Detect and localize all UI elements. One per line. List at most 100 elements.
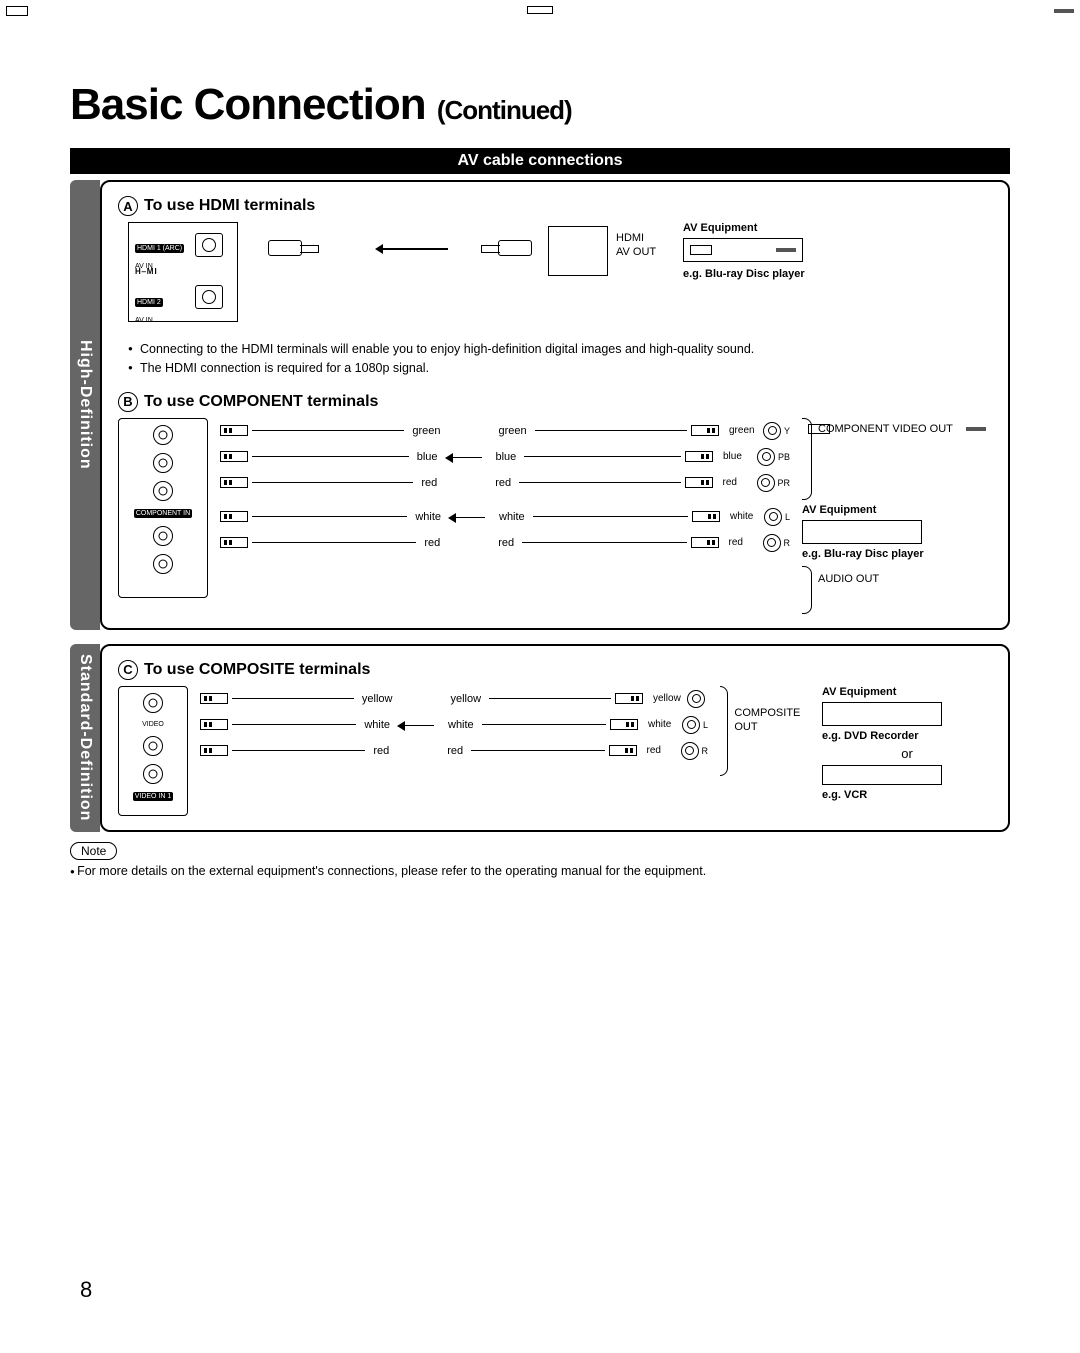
rca-plug-icon: [220, 451, 248, 462]
jack-socket-icon: [757, 474, 775, 492]
sd-panel-wrap: Standard-Definition C To use COMPOSITE t…: [70, 644, 1010, 832]
comp-in-label: COMPONENT IN: [134, 509, 192, 518]
jack-socket-icon: [681, 742, 699, 760]
hd-panel: A To use HDMI terminals HDMI 1 (ARC) AV …: [100, 180, 1010, 630]
jack-al: [143, 736, 163, 756]
curly-audio: [802, 566, 812, 614]
cable-row: blue blue blue PB: [220, 444, 790, 470]
circle-b: B: [118, 392, 138, 412]
cable-row: yellow yellow yellow: [200, 686, 708, 712]
bluray-icon-2: [802, 520, 922, 544]
rca-plug-icon: [200, 719, 228, 730]
hdmi-out-lbl2: AV OUT: [616, 246, 656, 258]
jack-l: [153, 526, 173, 546]
comp-eq-title: AV Equipment: [802, 504, 992, 516]
cable-row: red red red R: [200, 738, 708, 764]
hdmi-plug-left: [268, 240, 302, 256]
composite-eq-ex2: e.g. VCR: [822, 789, 992, 801]
hdmi-diagram: HDMI 1 (ARC) AV IN H⎯MI HDMI 2 AV IN HDM…: [118, 222, 992, 332]
cable-row: red red red PR: [220, 470, 790, 496]
section-bar: AV cable connections: [70, 148, 1010, 174]
jack-pr: [153, 481, 173, 501]
comp-eq-example: e.g. Blu-ray Disc player: [802, 548, 952, 560]
rca-plug-icon: [220, 511, 248, 522]
hdmi2-label: HDMI 2: [135, 298, 163, 307]
cable-row: white white white L: [220, 504, 790, 530]
composite-heading-row: C To use COMPOSITE terminals: [118, 660, 992, 680]
hdmi-bullet-1: Connecting to the HDMI terminals will en…: [128, 340, 992, 359]
rca-plug-icon: [200, 745, 228, 756]
composite-diagram: VIDEO VIDEO IN 1 yellow yellow yellow wh…: [118, 686, 992, 816]
jack-socket-icon: [764, 508, 782, 526]
curly-composite: [720, 686, 728, 776]
sd-panel: C To use COMPOSITE terminals VIDEO VIDEO…: [100, 644, 1010, 832]
hdmi-eq-title: AV Equipment: [683, 222, 757, 234]
rca-plug-icon: [692, 511, 720, 522]
hdmi1-label: HDMI 1 (ARC): [135, 244, 184, 253]
jack-video: [143, 693, 163, 713]
note-section: Note For more details on the external eq…: [70, 832, 1010, 878]
hdmi-heading: To use HDMI terminals: [144, 197, 315, 215]
jack-socket-icon: [687, 690, 705, 708]
jack-pb: [153, 453, 173, 473]
hdmi-eq-example: e.g. Blu-ray Disc player: [683, 268, 813, 280]
composite-out-lbl: COMPOSITE OUT: [728, 686, 810, 776]
page-number: 8: [80, 1277, 92, 1303]
component-heading-row: B To use COMPONENT terminals: [118, 392, 992, 412]
note-text: For more details on the external equipme…: [70, 864, 1010, 878]
rca-plug-icon: [685, 477, 713, 488]
bluray-icon-1: [683, 238, 803, 262]
tv-hdmi-block: HDMI 1 (ARC) AV IN H⎯MI HDMI 2 AV IN: [128, 222, 238, 322]
tv-video-lbl: VIDEO: [142, 721, 164, 728]
title-main: Basic Connection: [70, 80, 426, 129]
hdmi-logo: H⎯MI: [135, 267, 158, 277]
jack-y: [153, 425, 173, 445]
hd-vertical-tab: High-Definition: [70, 180, 100, 630]
composite-eq-title: AV Equipment: [822, 686, 992, 698]
dvd-recorder-icon: [822, 702, 942, 726]
page-title: Basic Connection (Continued): [70, 80, 1010, 130]
jack-r: [153, 554, 173, 574]
avin-2: AV IN: [135, 317, 153, 324]
vcr-icon: [822, 765, 942, 785]
hdmi-out-block: [548, 226, 608, 276]
jack-socket-icon: [763, 534, 781, 552]
rca-plug-icon: [609, 745, 637, 756]
composite-heading: To use COMPOSITE terminals: [144, 661, 370, 679]
cable-row: red red red R: [220, 530, 790, 556]
rca-plug-icon: [691, 425, 719, 436]
hdmi-arrow: [378, 248, 448, 250]
rca-plug-icon: [691, 537, 719, 548]
composite-tv-block: VIDEO VIDEO IN 1: [118, 686, 188, 816]
hd-panel-wrap: High-Definition A To use HDMI terminals …: [70, 180, 1010, 630]
composite-cables: yellow yellow yellow white white white L…: [200, 686, 708, 764]
component-heading: To use COMPONENT terminals: [144, 393, 378, 411]
hdmi-bullet-2: The HDMI connection is required for a 10…: [128, 359, 992, 378]
composite-eq-ex1: e.g. DVD Recorder: [822, 730, 992, 742]
rca-plug-icon: [220, 425, 248, 436]
jack-socket-icon: [763, 422, 781, 440]
comp-video-out: COMPONENT VIDEO OUT: [812, 418, 953, 500]
video-in-label: VIDEO IN 1: [133, 792, 174, 801]
hdmi-port-2: [195, 285, 223, 309]
sd-vertical-tab: Standard-Definition: [70, 644, 100, 832]
component-cables: green green green Y blue blue blue PB re…: [220, 418, 790, 556]
cable-row: green green green Y: [220, 418, 790, 444]
component-tv-block: COMPONENT IN: [118, 418, 208, 598]
cable-row: white white white L: [200, 712, 708, 738]
circle-a: A: [118, 196, 138, 216]
hdmi-port-1: [195, 233, 223, 257]
rca-plug-icon: [685, 451, 713, 462]
jack-ar: [143, 764, 163, 784]
note-pill: Note: [70, 842, 117, 860]
title-continued: (Continued): [437, 95, 572, 125]
jack-socket-icon: [682, 716, 700, 734]
hdmi-heading-row: A To use HDMI terminals: [118, 196, 992, 216]
comp-audio-out: AUDIO OUT: [812, 566, 879, 614]
rca-plug-icon: [220, 477, 248, 488]
hdmi-bullets: Connecting to the HDMI terminals will en…: [128, 340, 992, 378]
rca-plug-icon: [610, 719, 638, 730]
hdmi-out-lbl1: HDMI: [616, 232, 644, 244]
rca-plug-icon: [200, 693, 228, 704]
jack-socket-icon: [757, 448, 775, 466]
